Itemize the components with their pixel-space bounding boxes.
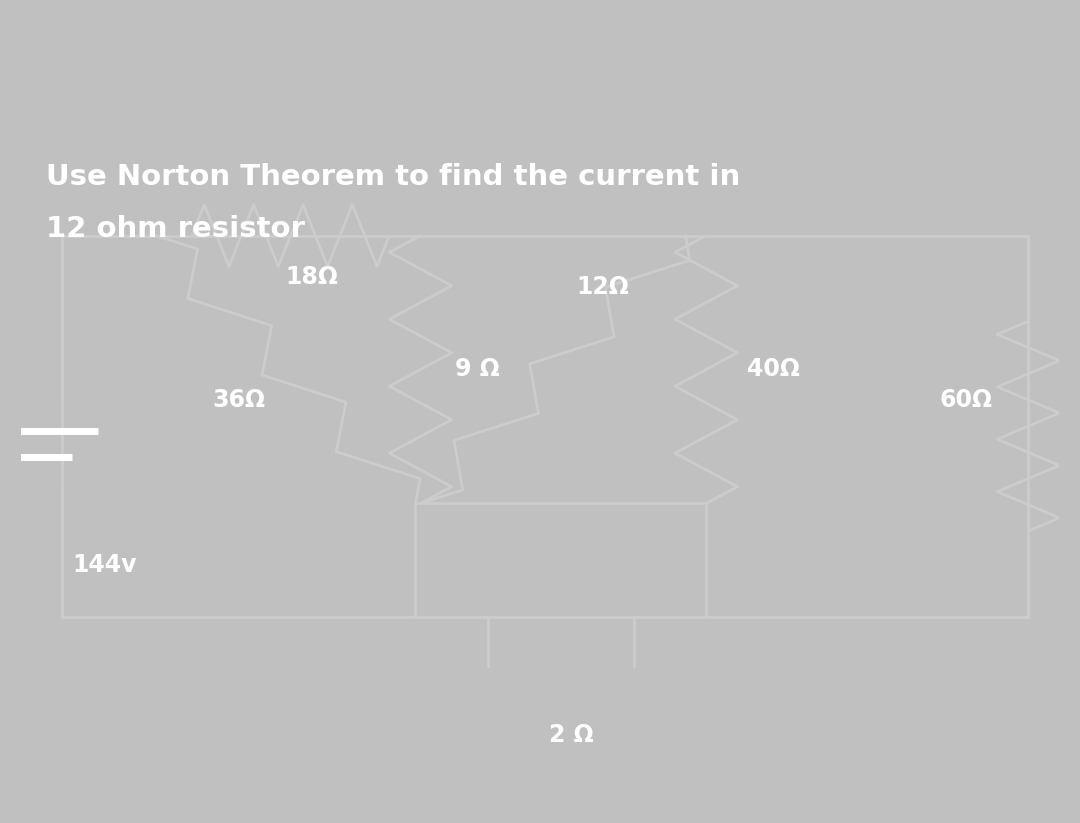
Text: 60Ω: 60Ω — [940, 388, 993, 412]
Text: 9 Ω: 9 Ω — [456, 357, 500, 382]
Text: Use Norton Theorem to find the current in: Use Norton Theorem to find the current i… — [46, 164, 741, 192]
Text: 12Ω: 12Ω — [576, 275, 629, 299]
Text: 40Ω: 40Ω — [747, 357, 800, 382]
Bar — [62, 235, 1028, 616]
Text: 144v: 144v — [72, 553, 137, 577]
Text: 12 ohm resistor: 12 ohm resistor — [46, 215, 306, 243]
Text: 36Ω: 36Ω — [212, 388, 266, 412]
Text: 2 Ω: 2 Ω — [549, 723, 594, 747]
Text: 18Ω: 18Ω — [285, 265, 338, 289]
